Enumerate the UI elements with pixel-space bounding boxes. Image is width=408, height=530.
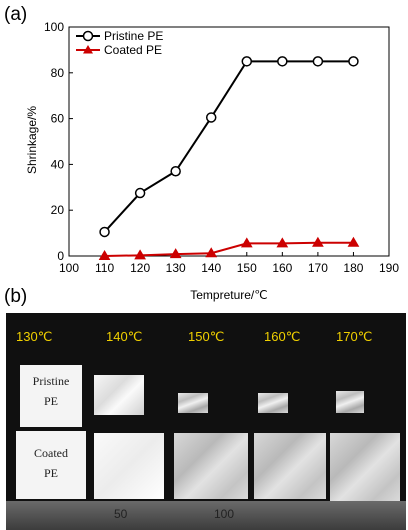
coated-sample-160 [254, 433, 326, 499]
data-point-coated [276, 237, 289, 248]
series-line-1 [104, 241, 354, 257]
x-tick-label: 190 [379, 261, 399, 275]
legend-marker-coated [83, 45, 93, 54]
pristine-sample-150 [178, 393, 208, 413]
temperature-label: 140℃ [106, 329, 143, 344]
data-point-coated [205, 247, 218, 258]
pristine-label-line1: Pristine [32, 374, 70, 388]
y-tick-label: 60 [51, 112, 65, 126]
plot-frame [68, 26, 390, 257]
x-tick-label: 130 [166, 261, 186, 275]
x-tick-label: 100 [59, 261, 79, 275]
data-point-pristine [205, 112, 217, 123]
coated-label-line1: Coated [34, 446, 68, 460]
legend-label-0: Pristine PE [104, 29, 163, 43]
pristine-sample-170 [336, 391, 364, 413]
series-line-0 [103, 60, 354, 233]
y-tick-label: 20 [51, 203, 65, 217]
x-axis-title: Tempreture/℃ [190, 288, 268, 302]
pristine-sample-160 [258, 393, 288, 413]
data-point-coated [240, 237, 253, 248]
x-tick-label: 150 [237, 261, 257, 275]
shrinkage-chart: 100 110 120 130 140 150 160 170 180 190 0 20 40 60 80 1… [25, 20, 399, 302]
data-point-coated [347, 236, 360, 247]
data-point-pristine [134, 187, 146, 199]
x-tick-label: 180 [343, 261, 363, 275]
data-point-pristine [241, 56, 253, 67]
coated-label-line2: PE [43, 466, 58, 480]
temperature-label: 170℃ [336, 329, 373, 344]
temperature-label: 130℃ [16, 329, 53, 344]
coated-sample-150 [174, 433, 248, 499]
x-tick-label: 170 [308, 261, 328, 275]
x-tick-label: 140 [201, 261, 221, 275]
panel-a-label: (a) [4, 4, 28, 25]
data-point-pristine [99, 226, 110, 238]
data-point-pristine [348, 56, 359, 67]
x-tick-label: 160 [272, 261, 292, 275]
y-tick-label: 80 [51, 66, 65, 80]
ruler-mark-50: 50 [114, 507, 128, 521]
temperature-label: 150℃ [188, 329, 225, 344]
data-point-coated [134, 249, 146, 260]
series-markers [98, 56, 360, 260]
x-tick-label: 120 [130, 261, 150, 275]
pristine-label-line2: PE [43, 394, 58, 408]
x-tick-label: 110 [95, 261, 114, 275]
ruler: 50 100 [6, 501, 406, 530]
y-axis-title: Shrinkage/% [25, 106, 39, 174]
data-point-pristine [277, 56, 288, 67]
sample-photo: 130℃ 140℃ 150℃ 160℃ 170℃ Pristine PE Coated … [6, 313, 406, 530]
y-tick-label: 40 [51, 157, 65, 171]
data-point-pristine [170, 166, 181, 177]
legend-marker-pristine [82, 30, 94, 42]
coated-sample-170 [330, 433, 400, 501]
series-lines [103, 60, 354, 257]
coated-sample-140 [94, 433, 164, 499]
data-point-coated [98, 250, 111, 260]
pristine-pe-label: Pristine PE [20, 365, 82, 427]
axis-ticks: 100 110 120 130 140 150 160 170 180 190 0 20 40 60 80 1… [44, 20, 399, 275]
y-tick-label: 0 [57, 249, 64, 263]
temperature-label: 160℃ [264, 329, 301, 344]
legend-label-1: Coated PE [104, 43, 162, 57]
data-point-coated [169, 248, 182, 259]
data-point-coated [312, 236, 324, 247]
y-tick-label: 100 [44, 20, 64, 34]
data-point-pristine [312, 56, 324, 67]
coated-pe-label: Coated PE [16, 431, 86, 499]
ruler-mark-100: 100 [214, 507, 235, 521]
pristine-sample-140 [94, 375, 144, 415]
panel-b-label: (b) [4, 286, 28, 307]
